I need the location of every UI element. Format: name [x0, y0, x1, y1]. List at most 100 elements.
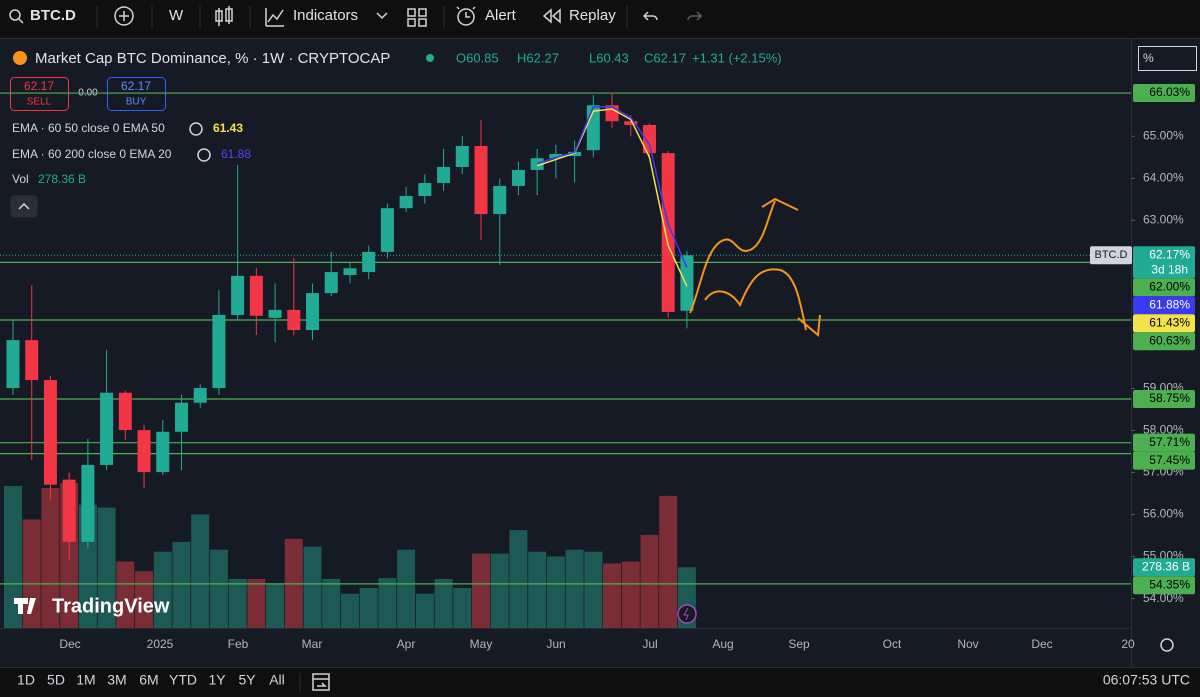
- candle-body: [474, 145, 488, 215]
- range-button[interactable]: 1M: [76, 672, 95, 688]
- volume-bar: [434, 578, 453, 628]
- y-tick-label: 65.00%: [1143, 129, 1184, 143]
- event-icon[interactable]: [677, 604, 697, 624]
- volume-bar: [453, 587, 472, 628]
- replay-icon[interactable]: [542, 8, 561, 24]
- x-tick-label: Dec: [1031, 637, 1052, 651]
- axis-tag-label: 58.75%: [1149, 391, 1190, 405]
- compare-icon[interactable]: [114, 6, 134, 26]
- axis-tag-label: 54.35%: [1149, 577, 1190, 591]
- redo-icon[interactable]: [687, 11, 703, 21]
- replay-button[interactable]: Replay: [569, 7, 616, 24]
- axis-tag: [1133, 84, 1195, 103]
- watermark: TradingView: [52, 595, 170, 617]
- x-tick-label: Aug: [712, 637, 733, 651]
- goto-icon[interactable]: [312, 673, 330, 691]
- indicator-value: 61.43: [213, 121, 243, 135]
- search-icon[interactable]: [9, 9, 21, 21]
- undo-icon[interactable]: [642, 11, 658, 21]
- candle-body: [137, 430, 151, 473]
- candle-body: [43, 380, 57, 485]
- candle-body: [511, 169, 525, 186]
- volume-bar: [490, 553, 509, 628]
- axis-tag-label: 61.88%: [1149, 297, 1190, 311]
- indicator-icon[interactable]: [197, 148, 211, 162]
- candle-body: [455, 145, 469, 168]
- ohlc-value: L60.43: [589, 50, 629, 65]
- indicators-button[interactable]: Indicators: [293, 7, 358, 24]
- collapse-button[interactable]: [10, 195, 38, 218]
- range-button[interactable]: 1Y: [208, 672, 226, 688]
- candle-body: [568, 151, 582, 157]
- indicator-value: 278.36 B: [38, 172, 86, 186]
- x-tick-label: May: [470, 637, 493, 651]
- volume-bar: [359, 587, 378, 628]
- logo: [14, 598, 36, 614]
- ohlc-value: O60.85: [456, 50, 499, 65]
- volume-bar: [509, 530, 528, 628]
- volume-bar: [472, 553, 490, 628]
- axis-tag-label: 60.63%: [1149, 333, 1190, 347]
- axis-tag: [1133, 433, 1195, 452]
- interval[interactable]: W: [169, 7, 184, 24]
- range-button[interactable]: 5Y: [238, 672, 256, 688]
- candle-body: [306, 293, 320, 331]
- alert-button[interactable]: Alert: [485, 7, 517, 24]
- x-tick-label: Apr: [397, 637, 416, 651]
- volume-bar: [565, 549, 584, 628]
- sell-label: SELL: [27, 97, 52, 108]
- range-button[interactable]: YTD: [169, 672, 197, 688]
- indicator-value: 61.88: [221, 147, 251, 161]
- search-icon: [18, 18, 24, 24]
- candle-body: [249, 275, 263, 316]
- drawing[interactable]: [689, 197, 799, 314]
- symbol[interactable]: BTC.D: [30, 7, 76, 24]
- indicator-icon[interactable]: [189, 122, 203, 136]
- indicators-icon[interactable]: [265, 8, 284, 27]
- chart-type-icon[interactable]: [215, 6, 233, 26]
- volume-bar: [621, 561, 640, 628]
- candle-body: [6, 340, 20, 389]
- dropdown-icon[interactable]: [376, 12, 388, 20]
- scale-box[interactable]: [1138, 46, 1197, 71]
- sell-button[interactable]: [10, 77, 69, 111]
- volume-bar: [340, 593, 359, 628]
- volume-bar: [659, 495, 678, 628]
- buy-button[interactable]: [107, 77, 166, 111]
- candle-body: [287, 309, 301, 331]
- candle-body: [174, 402, 188, 432]
- scale-unit: %: [1143, 51, 1154, 65]
- volume-bar: [603, 563, 622, 628]
- volume-bar: [135, 571, 154, 628]
- candle-body: [343, 268, 357, 276]
- countdown: 3d 18h: [1151, 262, 1188, 276]
- range-button[interactable]: 5D: [47, 672, 65, 688]
- candle-body: [362, 251, 376, 273]
- symbol-tag: [1090, 246, 1132, 265]
- range-button[interactable]: 3M: [107, 672, 126, 688]
- settings-icon[interactable]: [1160, 638, 1174, 652]
- x-tick-label: 2025: [147, 637, 174, 651]
- x-tick-label: 20: [1121, 637, 1135, 651]
- y-tick-label: 56.00%: [1143, 507, 1184, 521]
- event-icon: [683, 607, 689, 621]
- buy-price: 62.17: [121, 79, 151, 93]
- indicator-name: EMA · 60 50 close 0 EMA 50: [12, 121, 165, 135]
- candle-body: [212, 314, 226, 389]
- volume-bar: [22, 519, 41, 628]
- range-button[interactable]: 1D: [17, 672, 35, 688]
- buy-label: BUY: [126, 97, 147, 108]
- volume-bar: [303, 546, 322, 628]
- candle-body: [193, 388, 207, 403]
- volume-bar: [41, 488, 60, 628]
- layouts-icon[interactable]: [407, 8, 427, 27]
- drawing[interactable]: [704, 268, 821, 337]
- compare-icon: [119, 11, 129, 21]
- bottom-bar: [0, 668, 1200, 697]
- ohlc-value: +1.31 (+2.15%): [692, 50, 782, 65]
- x-tick-label: Mar: [302, 637, 323, 651]
- range-button[interactable]: 6M: [139, 672, 158, 688]
- alert-icon[interactable]: [457, 8, 475, 26]
- range-button[interactable]: All: [269, 672, 285, 688]
